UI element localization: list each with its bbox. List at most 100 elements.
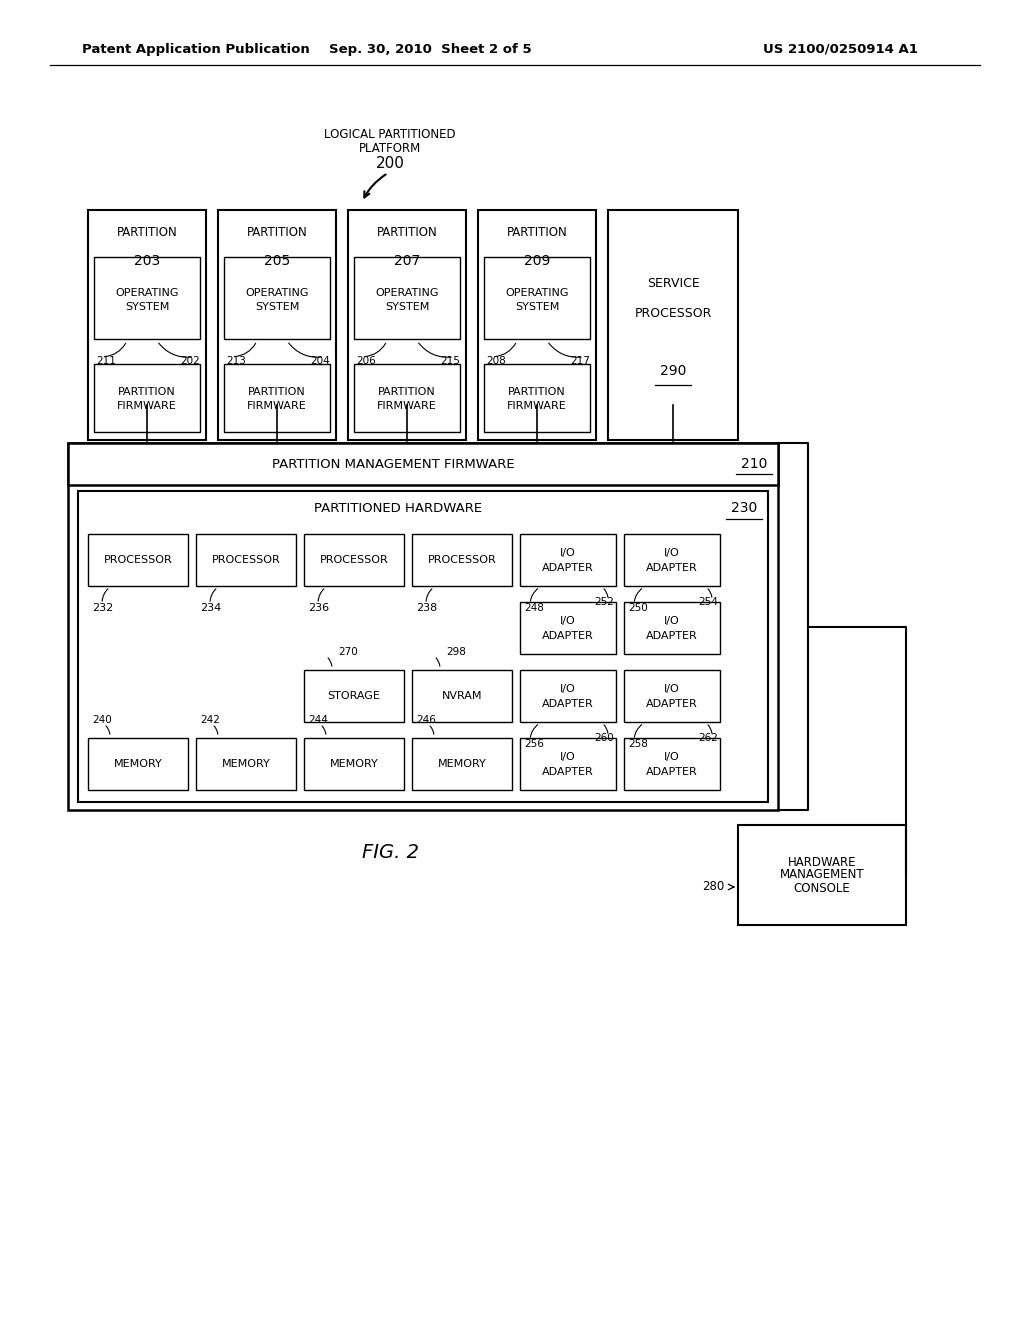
Text: I/O: I/O: [665, 752, 680, 762]
Text: PARTITION MANAGEMENT FIRMWARE: PARTITION MANAGEMENT FIRMWARE: [271, 458, 514, 470]
Bar: [520, 671, 616, 722]
Text: 230: 230: [731, 502, 757, 516]
Text: FIRMWARE: FIRMWARE: [247, 401, 307, 411]
Text: ADAPTER: ADAPTER: [542, 631, 594, 642]
Text: OPERATING: OPERATING: [505, 288, 568, 298]
Text: 244: 244: [308, 715, 328, 725]
Text: 256: 256: [524, 739, 544, 748]
Bar: [484, 257, 590, 339]
Text: 270: 270: [338, 647, 357, 657]
Text: 200: 200: [376, 157, 404, 172]
Bar: [304, 671, 404, 722]
Text: PROCESSOR: PROCESSOR: [428, 554, 497, 565]
Text: SERVICE: SERVICE: [646, 277, 699, 290]
Text: Patent Application Publication: Patent Application Publication: [82, 42, 309, 55]
Text: PARTITIONED HARDWARE: PARTITIONED HARDWARE: [314, 502, 482, 515]
Bar: [354, 364, 460, 432]
Text: ADAPTER: ADAPTER: [542, 767, 594, 777]
Bar: [608, 210, 738, 440]
Bar: [520, 535, 616, 586]
Text: SYSTEM: SYSTEM: [515, 302, 559, 312]
Text: 209: 209: [524, 253, 550, 268]
Bar: [224, 257, 330, 339]
Bar: [412, 738, 512, 789]
Text: 254: 254: [698, 597, 718, 607]
Text: MEMORY: MEMORY: [437, 759, 486, 770]
Text: 236: 236: [308, 603, 329, 612]
Text: FIG. 2: FIG. 2: [361, 842, 419, 862]
Text: LOGICAL PARTITIONED: LOGICAL PARTITIONED: [325, 128, 456, 141]
Text: 250: 250: [628, 603, 648, 612]
Text: PROCESSOR: PROCESSOR: [634, 308, 712, 319]
Text: 215: 215: [440, 356, 460, 366]
Bar: [348, 210, 466, 440]
Text: ADAPTER: ADAPTER: [542, 564, 594, 573]
Text: 290: 290: [659, 364, 686, 378]
Text: I/O: I/O: [560, 684, 575, 694]
Text: ADAPTER: ADAPTER: [646, 767, 698, 777]
Text: 234: 234: [200, 603, 221, 612]
Text: PARTITION: PARTITION: [508, 387, 566, 397]
Text: PARTITION: PARTITION: [507, 227, 567, 239]
Bar: [88, 210, 206, 440]
Text: I/O: I/O: [560, 548, 575, 558]
Bar: [68, 444, 778, 810]
Bar: [94, 257, 200, 339]
Text: US 2100/0250914 A1: US 2100/0250914 A1: [763, 42, 918, 55]
Bar: [304, 738, 404, 789]
Text: 260: 260: [594, 733, 614, 743]
Bar: [484, 364, 590, 432]
Text: I/O: I/O: [665, 616, 680, 626]
Text: STORAGE: STORAGE: [328, 690, 381, 701]
Text: SYSTEM: SYSTEM: [255, 302, 299, 312]
Text: I/O: I/O: [665, 548, 680, 558]
Bar: [218, 210, 336, 440]
Text: FIRMWARE: FIRMWARE: [507, 401, 567, 411]
Text: 240: 240: [92, 715, 112, 725]
Text: ADAPTER: ADAPTER: [646, 700, 698, 709]
Text: ADAPTER: ADAPTER: [646, 631, 698, 642]
Bar: [624, 738, 720, 789]
Text: Sep. 30, 2010  Sheet 2 of 5: Sep. 30, 2010 Sheet 2 of 5: [329, 42, 531, 55]
Text: 207: 207: [394, 253, 420, 268]
Text: 217: 217: [570, 356, 590, 366]
Bar: [196, 738, 296, 789]
Text: HARDWARE: HARDWARE: [787, 857, 856, 870]
Bar: [624, 535, 720, 586]
Text: 258: 258: [628, 739, 648, 748]
Text: SYSTEM: SYSTEM: [385, 302, 429, 312]
Bar: [738, 825, 906, 925]
Text: 252: 252: [594, 597, 614, 607]
Text: PROCESSOR: PROCESSOR: [319, 554, 388, 565]
Text: MANAGEMENT: MANAGEMENT: [779, 869, 864, 882]
Text: 206: 206: [356, 356, 376, 366]
Text: SYSTEM: SYSTEM: [125, 302, 169, 312]
Text: 213: 213: [226, 356, 246, 366]
Text: PARTITION: PARTITION: [248, 387, 306, 397]
Text: 262: 262: [698, 733, 718, 743]
Text: 204: 204: [310, 356, 330, 366]
Text: PARTITION: PARTITION: [117, 227, 177, 239]
Text: PROCESSOR: PROCESSOR: [103, 554, 172, 565]
Text: PARTITION: PARTITION: [377, 227, 437, 239]
Text: CONSOLE: CONSOLE: [794, 882, 850, 895]
Bar: [88, 535, 188, 586]
Text: FIRMWARE: FIRMWARE: [377, 401, 437, 411]
Bar: [520, 602, 616, 653]
Text: PARTITION: PARTITION: [118, 387, 176, 397]
Text: ADAPTER: ADAPTER: [542, 700, 594, 709]
Text: 205: 205: [264, 253, 290, 268]
Text: 208: 208: [486, 356, 506, 366]
Text: OPERATING: OPERATING: [116, 288, 179, 298]
Text: ADAPTER: ADAPTER: [646, 564, 698, 573]
Text: 210: 210: [740, 457, 767, 471]
Bar: [78, 491, 768, 803]
Text: FIRMWARE: FIRMWARE: [117, 401, 177, 411]
Bar: [304, 535, 404, 586]
Bar: [478, 210, 596, 440]
Text: OPERATING: OPERATING: [375, 288, 438, 298]
Text: PARTITION: PARTITION: [378, 387, 436, 397]
Text: PLATFORM: PLATFORM: [358, 141, 421, 154]
Text: I/O: I/O: [560, 752, 575, 762]
Text: 238: 238: [416, 603, 437, 612]
